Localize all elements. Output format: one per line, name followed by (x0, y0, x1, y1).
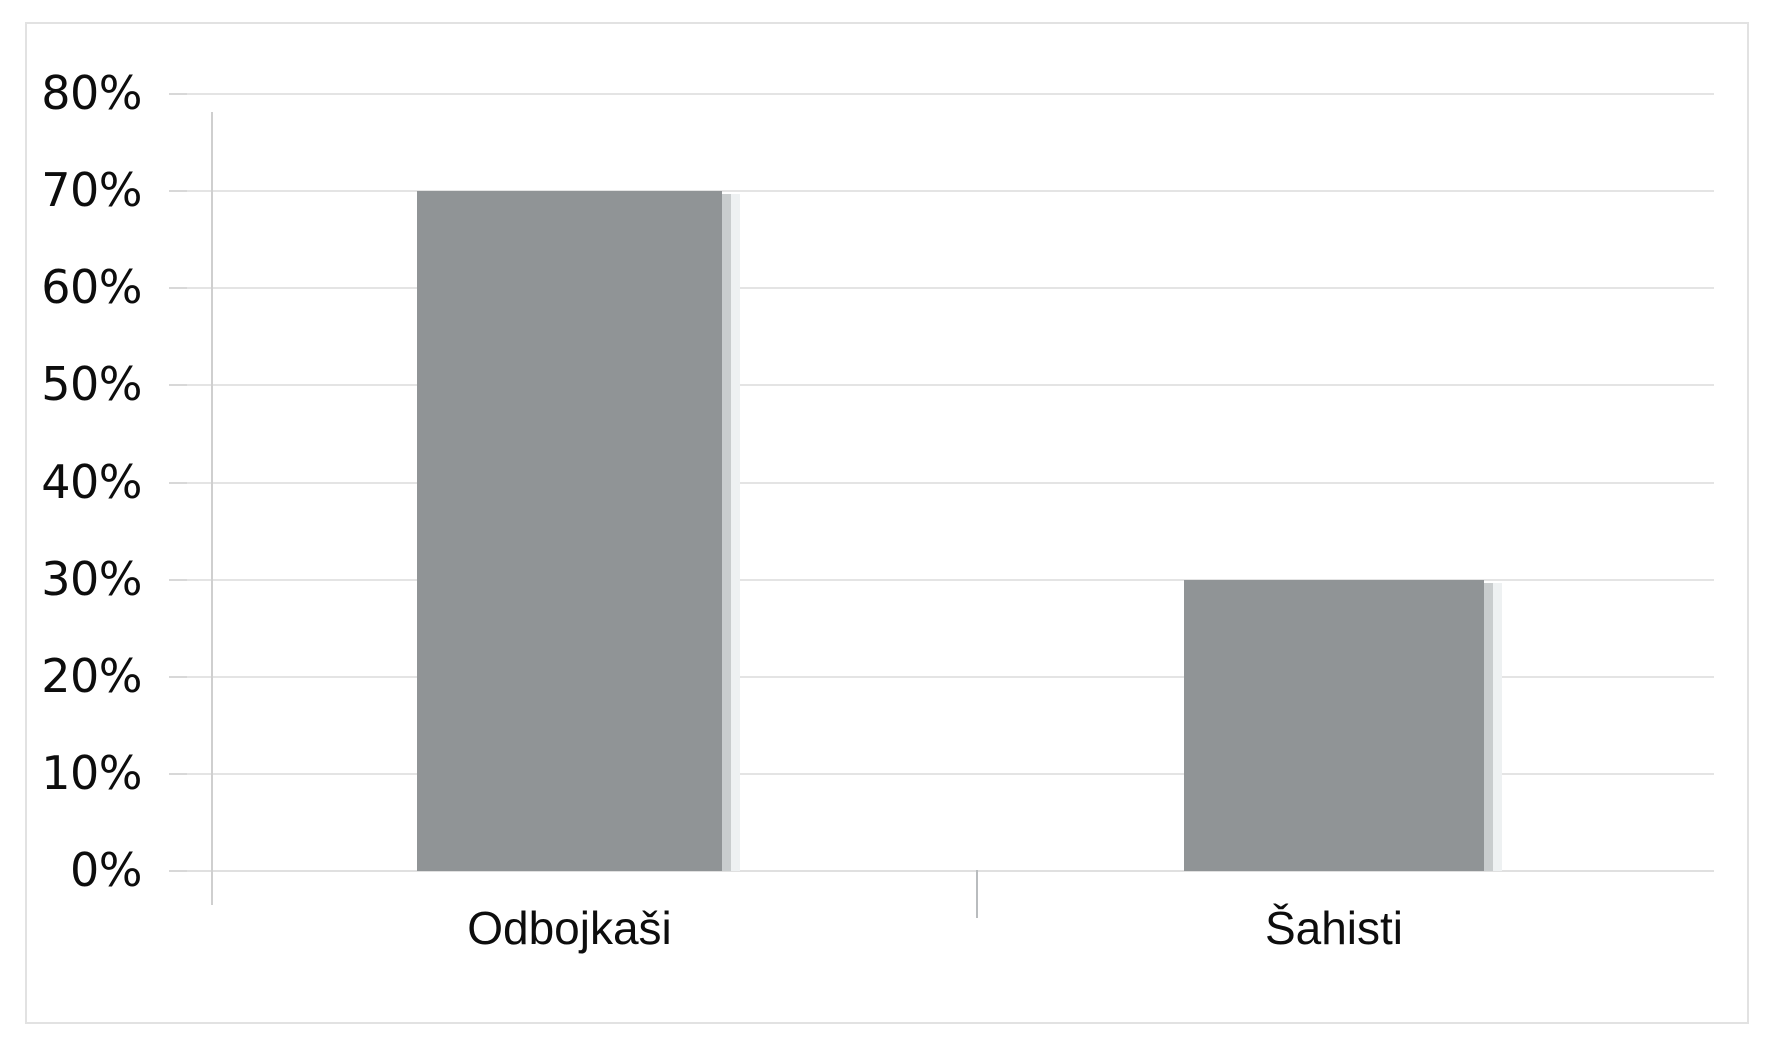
gridline-10 (187, 772, 1714, 775)
y-tick-0 (169, 870, 187, 872)
y-tick-30 (169, 578, 187, 581)
gridline-40 (187, 481, 1714, 484)
x-axis-label-2: Šahisti (1264, 902, 1404, 954)
gridline-0 (187, 870, 1714, 872)
y-axis-label-80: 80% (41, 66, 142, 120)
gridline-80 (187, 93, 1714, 95)
x-axis-category-separator-tick (976, 870, 978, 918)
y-tick-80 (169, 93, 187, 95)
gridline-20 (187, 675, 1714, 678)
y-axis-label-0: 0% (70, 843, 142, 897)
bar-1[interactable] (417, 191, 722, 871)
y-tick-20 (169, 675, 187, 678)
y-axis-label-40: 40% (41, 454, 142, 509)
y-axis-label-70: 70% (41, 163, 142, 218)
y-tick-50 (169, 384, 187, 387)
y-tick-10 (169, 772, 187, 775)
chart-frame: 0% 10% 20% 30% 40% 50% 60% 70% 80% Odbojkaši Šahi… (25, 22, 1749, 1024)
bar-shadow (722, 194, 731, 871)
bar-outer-glow (730, 194, 740, 871)
y-axis-label-10: 10% (41, 745, 142, 800)
gridline-50 (187, 384, 1714, 387)
y-axis-line (211, 112, 213, 905)
y-axis-label-20: 20% (41, 648, 142, 703)
y-tick-40 (169, 481, 187, 484)
y-axis-label-60: 60% (41, 260, 142, 315)
gridline-70 (187, 190, 1714, 193)
y-axis-label-30: 30% (41, 551, 142, 606)
gridline-60 (187, 287, 1714, 290)
y-tick-60 (169, 287, 187, 290)
gridline-30 (187, 578, 1714, 581)
bar-2[interactable] (1184, 579, 1484, 871)
x-axis-label-1: Odbojkaši (467, 902, 672, 954)
y-tick-70 (169, 190, 187, 193)
y-axis-label-50: 50% (41, 357, 142, 412)
bar-outer-glow (1492, 582, 1502, 871)
bar-shadow (1484, 582, 1493, 871)
